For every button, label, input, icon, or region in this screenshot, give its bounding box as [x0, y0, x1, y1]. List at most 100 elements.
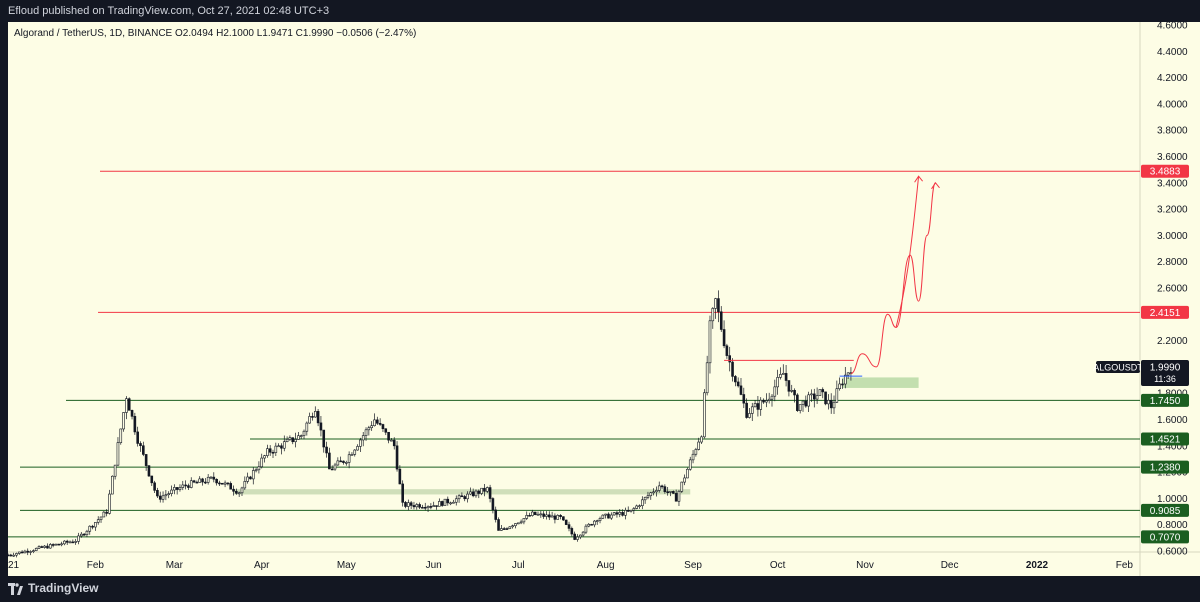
candle-body — [581, 531, 585, 536]
price-label-bg — [1141, 393, 1189, 407]
candle-body — [257, 466, 261, 471]
candle-body — [395, 445, 399, 470]
candle-body — [452, 501, 455, 504]
y-tick-label: 2.6000 — [1157, 284, 1188, 295]
candle-body — [801, 400, 805, 405]
candle-body — [370, 425, 373, 429]
candle-body — [587, 523, 591, 527]
candle-body — [686, 468, 689, 479]
candle-body — [750, 406, 754, 414]
candle-body — [173, 487, 176, 491]
x-tick-label: Oct — [770, 560, 786, 571]
candle-body — [170, 489, 173, 494]
x-tick-label: 21 — [8, 560, 20, 571]
candle-body — [184, 484, 187, 487]
candle-body — [759, 399, 763, 410]
candle-body — [285, 439, 289, 443]
candle-body — [418, 504, 421, 508]
candle-body — [421, 506, 424, 509]
candle-body — [573, 533, 576, 540]
candle-body — [674, 493, 678, 502]
price-label-text: 0.9085 — [1150, 506, 1181, 517]
price-label-text: 1.7450 — [1150, 396, 1181, 407]
candle-body — [342, 460, 345, 463]
tradingview-logo-icon — [8, 583, 23, 595]
candle-body — [508, 526, 512, 529]
zone-0 — [233, 489, 691, 495]
publish-header: Efloud published on TradingView.com, Oct… — [0, 0, 1200, 22]
y-tick-label: 3.0000 — [1157, 231, 1188, 242]
x-tick-label: Dec — [941, 560, 959, 571]
y-tick-label: 4.6000 — [1157, 21, 1188, 32]
candle-body — [601, 514, 605, 519]
candle-body — [446, 498, 450, 504]
candle-body — [299, 435, 303, 437]
projection-path-1 — [850, 182, 936, 374]
candle-body — [652, 491, 655, 494]
candle-body — [796, 394, 799, 411]
price-label-bg — [1141, 460, 1189, 474]
candle-body — [20, 551, 24, 554]
candle-body — [432, 505, 435, 507]
candle-body — [407, 502, 410, 507]
y-tick-label: 1.0000 — [1157, 494, 1188, 505]
candle-body — [71, 541, 75, 544]
candle-body — [282, 441, 286, 449]
candle-body — [643, 496, 647, 501]
zones — [233, 377, 919, 495]
candle-body — [96, 519, 100, 523]
candle-body — [748, 413, 751, 418]
candle-body — [133, 416, 137, 433]
candle-body — [680, 481, 684, 492]
candle-body — [147, 465, 151, 477]
countdown-text: 11:36 — [1154, 374, 1176, 384]
candle-body — [130, 410, 134, 417]
projection-arrowhead-0 — [931, 181, 940, 190]
candle-body — [522, 518, 526, 523]
candle-body — [570, 528, 574, 535]
candle-body — [765, 400, 768, 403]
candle-body — [328, 452, 331, 470]
candle-body — [739, 385, 743, 395]
candle-body — [34, 547, 38, 551]
y-tick-label: 1.6000 — [1157, 415, 1188, 426]
candle-body — [57, 543, 61, 546]
x-tick-label: Feb — [87, 560, 105, 571]
candle-body — [725, 345, 729, 356]
y-tick-label: 4.2000 — [1157, 73, 1188, 84]
candle-body — [74, 541, 77, 543]
candle-body — [756, 403, 760, 410]
price-label-text: 1.2380 — [1150, 463, 1181, 474]
candle-body — [297, 435, 300, 440]
projection — [850, 175, 940, 374]
candle-body — [485, 487, 489, 492]
candle-body — [316, 411, 320, 424]
candle-body — [153, 482, 156, 491]
candle-body — [249, 476, 252, 480]
candle-body — [302, 430, 306, 436]
symbol-tag-bg — [1096, 361, 1140, 374]
candle-body — [139, 443, 142, 447]
candle-body — [812, 393, 816, 400]
candle-body — [669, 491, 672, 493]
candle-body — [460, 495, 464, 498]
candle-body — [621, 512, 624, 516]
candle-body — [68, 541, 72, 544]
candle-body — [79, 533, 83, 537]
chart-title: Algorand / TetherUS, 1D, BINANCE O2.0494… — [14, 28, 416, 39]
candle-body — [562, 516, 565, 521]
candle-body — [576, 536, 579, 540]
candle-body — [398, 468, 402, 485]
candle-body — [790, 390, 794, 392]
candle-body — [578, 534, 582, 538]
candle-body — [266, 448, 269, 456]
candle-body — [423, 506, 427, 509]
candle-body — [641, 499, 644, 507]
candle-body — [539, 513, 543, 516]
candle-body — [271, 451, 275, 454]
x-tick-label: Jun — [426, 560, 442, 571]
candle-body — [533, 511, 537, 515]
candle-body — [505, 528, 509, 530]
footer-brand[interactable]: TradingView — [28, 581, 99, 595]
